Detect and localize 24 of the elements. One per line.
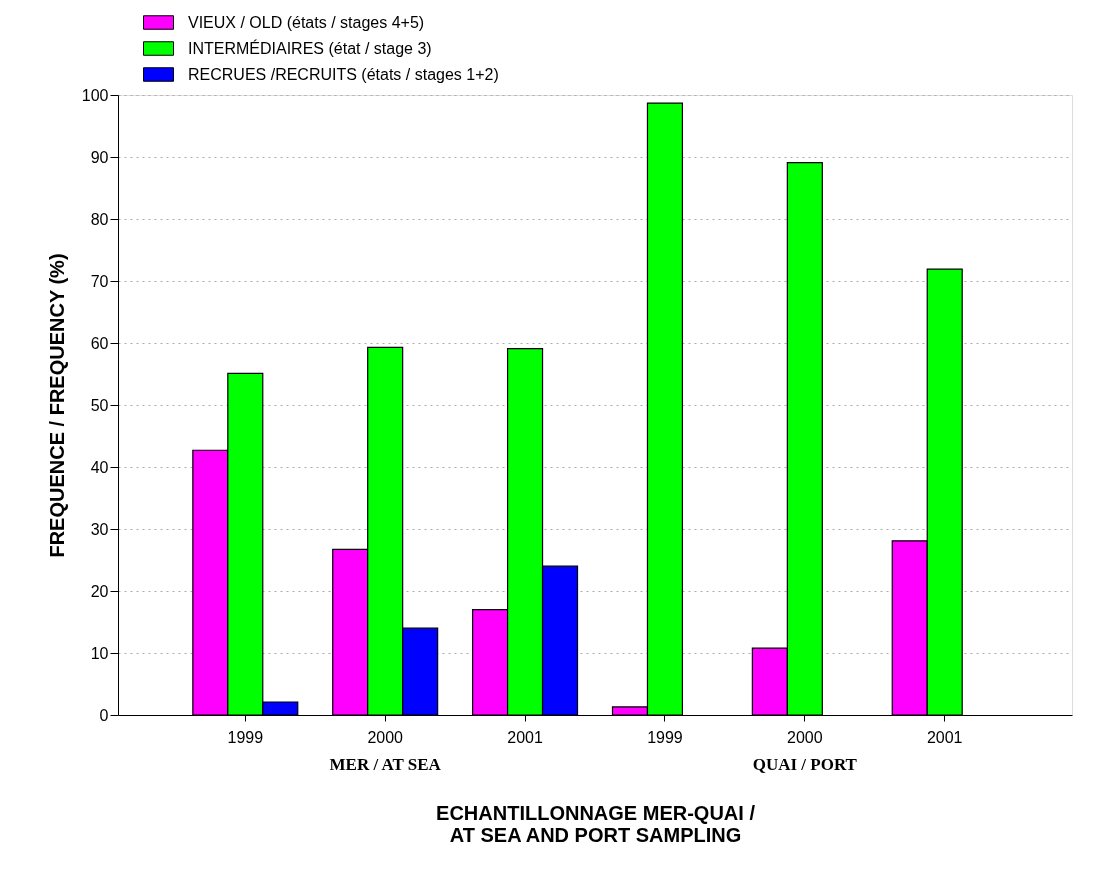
y-tick-label: 10 xyxy=(90,644,109,662)
x-tick-label: 2001 xyxy=(926,728,963,746)
x-tick-label: 2000 xyxy=(367,728,404,746)
x-tick-label: 2000 xyxy=(787,728,823,746)
y-axis-title: FREQUENCE / FREQUENCY (%) xyxy=(45,253,68,558)
x-tick-label: 1999 xyxy=(647,728,683,746)
x-axis-title: ECHANTILLONNAGE MER-QUAI / AT SEA AND PORT SAMPLING xyxy=(436,801,756,846)
x-tick-label: 2001 xyxy=(507,728,543,746)
y-tick-label: 80 xyxy=(90,210,109,228)
text: MER / AT SEA xyxy=(329,755,442,774)
text: QUAI / PORT xyxy=(752,755,858,774)
legend-label: VIEUX / OLD (états / stages 4+5) xyxy=(188,13,425,31)
y-tick-label: 30 xyxy=(90,520,109,538)
legend-label: RECRUES /RECRUITS (états / stages 1+2) xyxy=(188,65,499,83)
y-tick-label: 60 xyxy=(90,334,109,352)
y-tick-label: 20 xyxy=(90,582,109,600)
y-tick-label: 70 xyxy=(90,272,109,290)
y-tick-label: 50 xyxy=(90,396,109,414)
y-tick-label: 100 xyxy=(81,86,109,104)
y-tick-label: 40 xyxy=(90,458,109,476)
legend-label: INTERMÉDIAIRES (état / stage 3) xyxy=(188,38,432,57)
y-tick-label: 0 xyxy=(99,706,109,724)
y-tick-label: 90 xyxy=(90,148,109,166)
x-tick-label: 1999 xyxy=(227,728,264,746)
